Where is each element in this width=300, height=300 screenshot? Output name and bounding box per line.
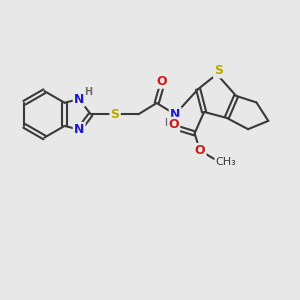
Text: S: S (214, 64, 223, 77)
Text: S: S (111, 108, 120, 121)
Text: O: O (157, 74, 167, 88)
Text: O: O (169, 118, 179, 131)
Text: O: O (195, 144, 205, 157)
Text: N: N (74, 123, 84, 136)
Text: H: H (164, 118, 172, 128)
Text: N: N (74, 92, 84, 106)
Text: H: H (84, 87, 92, 97)
Text: CH₃: CH₃ (215, 158, 236, 167)
Text: N: N (170, 108, 180, 121)
